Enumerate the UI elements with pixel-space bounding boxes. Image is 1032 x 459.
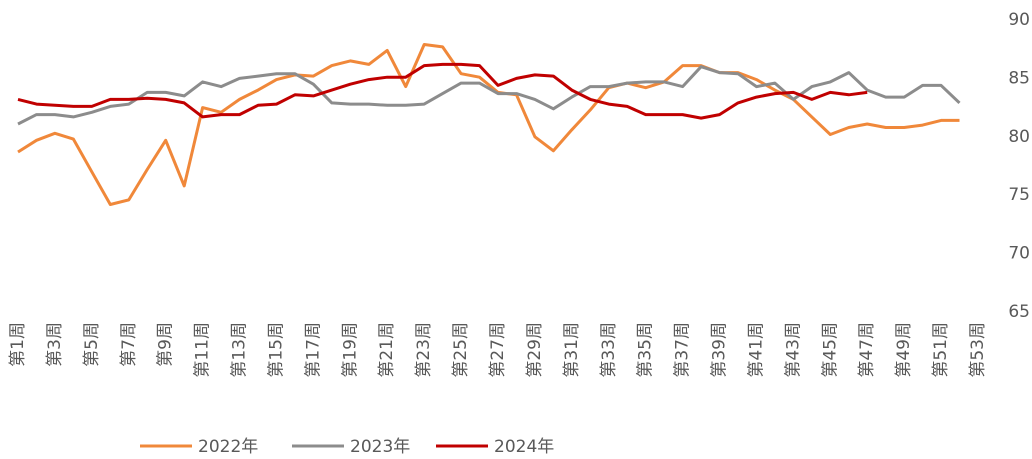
x-tick-label: 第15周: [266, 322, 286, 378]
x-tick-label: 第53周: [968, 322, 988, 378]
x-tick-label: 第29周: [525, 322, 545, 378]
x-tick-label: 第45周: [820, 322, 840, 378]
legend-label: 2023年: [350, 437, 410, 457]
x-tick-label: 第9周: [156, 322, 176, 367]
x-tick-label: 第17周: [303, 322, 323, 378]
y-tick-label: 90: [1008, 10, 1030, 30]
x-tick-label: 第23周: [414, 322, 434, 378]
x-tick-label: 第51周: [931, 322, 951, 378]
y-tick-label: 65: [1008, 302, 1030, 322]
x-tick-label: 第49周: [894, 322, 914, 378]
x-tick-label: 第41周: [746, 322, 766, 378]
line-series: [17, 62, 868, 120]
y-tick-label: 85: [1008, 68, 1030, 88]
legend-label: 2022年: [198, 437, 258, 457]
x-tick-label: 第5周: [82, 322, 102, 367]
x-tick-label: 第11周: [193, 322, 213, 378]
x-tick-label: 第33周: [599, 322, 619, 378]
x-tick-label: 第27周: [488, 322, 508, 378]
x-tick-label: 第13周: [230, 322, 250, 378]
line-series: [17, 65, 961, 126]
x-tick-label: 第31周: [562, 322, 582, 378]
x-tick-label: 第19周: [340, 322, 360, 378]
legend-label: 2024年: [494, 437, 554, 457]
line-series: [17, 43, 960, 206]
y-tick-label: 75: [1008, 185, 1030, 205]
x-tick-label: 第39周: [710, 322, 730, 378]
x-tick-label: 第43周: [783, 322, 803, 378]
x-tick-label: 第47周: [857, 322, 877, 378]
x-tick-label: 第25周: [451, 322, 471, 378]
x-tick-label: 第3周: [45, 322, 65, 367]
x-tick-label: 第21周: [377, 322, 397, 378]
y-tick-label: 70: [1008, 244, 1030, 264]
y-tick-label: 80: [1008, 127, 1030, 147]
x-tick-label: 第7周: [119, 322, 139, 367]
x-tick-label: 第35周: [636, 322, 656, 378]
x-tick-label: 第1周: [8, 322, 28, 367]
x-tick-label: 第37周: [673, 322, 693, 378]
